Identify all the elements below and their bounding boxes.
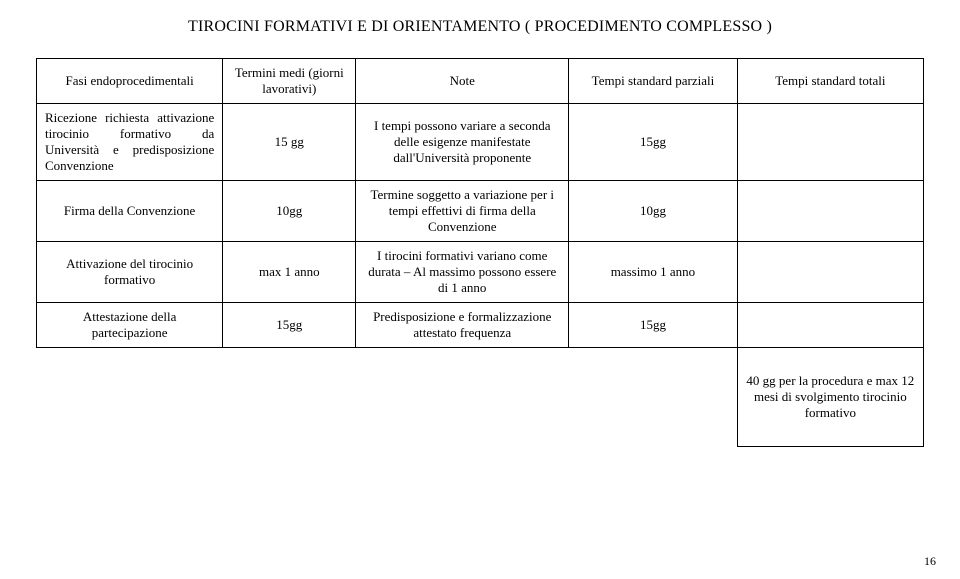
cell-empty bbox=[223, 348, 356, 447]
cell-empty bbox=[569, 348, 738, 447]
cell-totali bbox=[737, 104, 923, 181]
table-row: Attivazione del tirocinio formativo max … bbox=[37, 242, 924, 303]
col-header-totali: Tempi standard totali bbox=[737, 59, 923, 104]
col-header-parziali: Tempi standard parziali bbox=[569, 59, 738, 104]
cell-fasi: Attestazione della partecipazione bbox=[37, 303, 223, 348]
table-header-row: Fasi endoprocedimentali Termini medi (gi… bbox=[37, 59, 924, 104]
cell-note: I tempi possono variare a seconda delle … bbox=[356, 104, 569, 181]
cell-termini: 10gg bbox=[223, 181, 356, 242]
cell-parziali: massimo 1 anno bbox=[569, 242, 738, 303]
cell-totali bbox=[737, 303, 923, 348]
cell-termini: max 1 anno bbox=[223, 242, 356, 303]
cell-empty bbox=[37, 348, 223, 447]
cell-totali-summary: 40 gg per la procedura e max 12 mesi di … bbox=[737, 348, 923, 447]
cell-parziali: 15gg bbox=[569, 104, 738, 181]
cell-fasi: Ricezione richiesta attivazione tirocini… bbox=[37, 104, 223, 181]
cell-note: I tirocini formativi variano come durata… bbox=[356, 242, 569, 303]
cell-empty bbox=[356, 348, 569, 447]
cell-note: Termine soggetto a variazione per i temp… bbox=[356, 181, 569, 242]
table-row: Firma della Convenzione 10gg Termine sog… bbox=[37, 181, 924, 242]
procedure-table: Fasi endoprocedimentali Termini medi (gi… bbox=[36, 58, 924, 447]
table-footer-row: 40 gg per la procedura e max 12 mesi di … bbox=[37, 348, 924, 447]
cell-fasi: Attivazione del tirocinio formativo bbox=[37, 242, 223, 303]
page-title: TIROCINI FORMATIVI E DI ORIENTAMENTO ( P… bbox=[36, 18, 924, 36]
page-number: 16 bbox=[924, 554, 936, 569]
cell-totali bbox=[737, 181, 923, 242]
col-header-fasi: Fasi endoprocedimentali bbox=[37, 59, 223, 104]
cell-totali bbox=[737, 242, 923, 303]
table-row: Ricezione richiesta attivazione tirocini… bbox=[37, 104, 924, 181]
page: TIROCINI FORMATIVI E DI ORIENTAMENTO ( P… bbox=[0, 0, 960, 579]
cell-fasi: Firma della Convenzione bbox=[37, 181, 223, 242]
cell-note: Predisposizione e formalizzazione attest… bbox=[356, 303, 569, 348]
col-header-note: Note bbox=[356, 59, 569, 104]
table-row: Attestazione della partecipazione 15gg P… bbox=[37, 303, 924, 348]
cell-termini: 15gg bbox=[223, 303, 356, 348]
cell-parziali: 15gg bbox=[569, 303, 738, 348]
col-header-termini: Termini medi (giorni lavorativi) bbox=[223, 59, 356, 104]
cell-parziali: 10gg bbox=[569, 181, 738, 242]
cell-termini: 15 gg bbox=[223, 104, 356, 181]
